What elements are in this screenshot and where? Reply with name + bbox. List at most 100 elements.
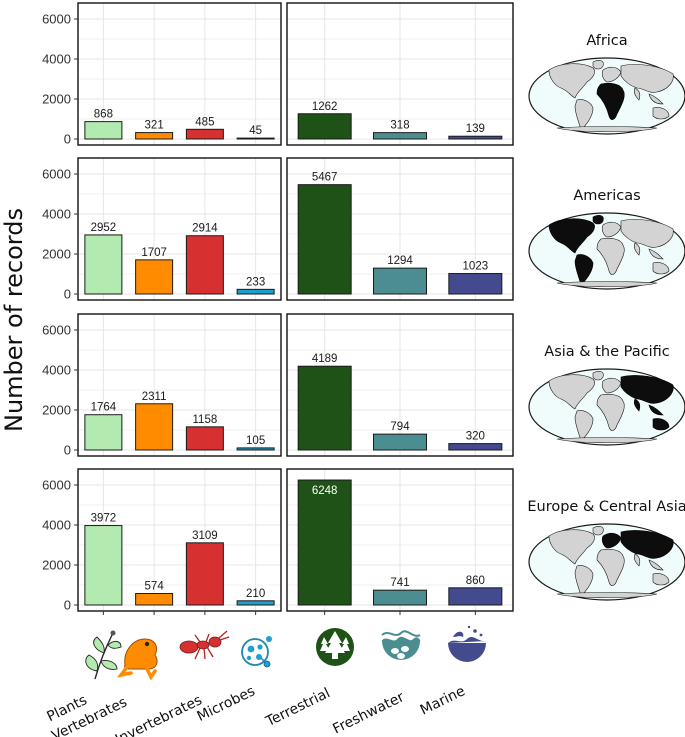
- region-row: 3972 574 3109 210 6248 741 860 0 2000 4000 6000: [42, 468, 514, 613]
- y-tick-label: 6000: [42, 167, 71, 182]
- bar: [236, 137, 275, 140]
- bar-value-label: 860: [466, 575, 485, 587]
- map-landmass: [620, 219, 674, 248]
- y-tick-label: 4000: [42, 207, 71, 222]
- bar-value-label: 2311: [142, 391, 167, 403]
- map-landmass: [574, 565, 594, 597]
- map-landmass: [556, 437, 658, 444]
- forest-icon: [316, 628, 354, 666]
- bar-value-label: 485: [195, 116, 214, 128]
- panel-border: [77, 313, 282, 457]
- map-landmass: [620, 64, 674, 93]
- region-maps: Africa Americas Asia & the Pacific Europe &…: [527, 33, 685, 601]
- map-landmass: [633, 87, 641, 101]
- bar: [297, 113, 352, 140]
- map-landmass: [596, 237, 625, 275]
- x-category-label: Marine: [418, 683, 468, 718]
- left-panel: 868 321 485 45: [77, 2, 282, 146]
- map-landmass: [652, 262, 670, 275]
- bar: [236, 447, 275, 451]
- bar-value-label: 4189: [312, 353, 338, 365]
- panel-border: [286, 313, 514, 457]
- bar: [373, 589, 427, 606]
- bar: [448, 273, 503, 295]
- y-tick-label: 2000: [42, 92, 71, 107]
- map-landmass: [592, 371, 604, 381]
- map-landmass: [574, 410, 594, 442]
- bar-value-label: 139: [466, 123, 485, 135]
- x-category-label: Microbes: [195, 683, 258, 725]
- bar: [373, 132, 427, 140]
- x-category-label: Invertebrates: [113, 692, 205, 737]
- y-tick-label: 6000: [42, 323, 71, 338]
- region-title: Americas: [573, 188, 640, 204]
- y-tick-label: 4000: [42, 52, 71, 67]
- bar: [84, 525, 123, 606]
- map-landmass: [648, 404, 664, 416]
- ant-icon: [179, 630, 230, 660]
- bar: [297, 184, 352, 295]
- bar-value-label: 741: [390, 577, 409, 589]
- y-tick-label: 0: [64, 287, 71, 302]
- bar-value-label: 868: [94, 109, 113, 121]
- world-map: [528, 212, 685, 290]
- map-landmass: [548, 529, 595, 565]
- bar-value-label: 794: [390, 421, 410, 433]
- map-landmass: [648, 559, 664, 571]
- bar-value-label: 210: [246, 588, 265, 600]
- bar-value-label: 1764: [91, 402, 117, 414]
- bar: [185, 426, 224, 451]
- bar: [185, 542, 224, 606]
- panel-border: [286, 157, 514, 301]
- world-map: [528, 368, 685, 446]
- map-landmass: [574, 254, 594, 286]
- y-tick-label: 4000: [42, 518, 71, 533]
- y-tick-label: 0: [64, 598, 71, 613]
- right-panel: 5467 1294 1023: [286, 157, 514, 301]
- right-panel: 6248 741 860: [286, 468, 514, 612]
- region-row: 1764 2311 1158 105 4189 794 320 0 2000 4000 6000: [42, 313, 514, 458]
- y-tick-label: 6000: [42, 12, 71, 27]
- map-landmass: [633, 242, 641, 256]
- bar: [185, 235, 224, 295]
- y-tick-label: 2000: [42, 403, 71, 418]
- map-landmass: [633, 398, 641, 412]
- map-landmass: [601, 221, 622, 238]
- bar: [135, 132, 174, 140]
- map-landmass: [652, 573, 670, 586]
- map-landmass: [652, 107, 670, 120]
- bar-value-label: 1262: [312, 101, 338, 113]
- y-tick-label: 6000: [42, 478, 71, 493]
- bar-value-label: 3972: [91, 513, 117, 525]
- y-tick-label: 4000: [42, 363, 71, 378]
- map-landmass: [592, 60, 604, 70]
- bar-value-label: 321: [145, 120, 164, 132]
- bar: [236, 288, 275, 295]
- bar: [448, 443, 503, 451]
- bar: [236, 600, 275, 606]
- map-landmass: [592, 215, 604, 225]
- bar-value-label: 1023: [463, 261, 489, 273]
- panel-border: [77, 2, 282, 146]
- right-panel: 1262 318 139: [286, 2, 514, 146]
- map-landmass: [601, 532, 622, 549]
- bar: [448, 587, 503, 606]
- left-panel: 3972 574 3109 210: [77, 468, 282, 612]
- bar: [448, 135, 503, 140]
- bar-value-label: 2952: [91, 222, 117, 234]
- map-landmass: [633, 553, 641, 567]
- bar-value-label: 318: [390, 120, 409, 132]
- bar: [185, 128, 224, 140]
- map-landmass: [601, 66, 622, 83]
- microbe-icon: [241, 636, 272, 668]
- y-tick-label: 2000: [42, 247, 71, 262]
- map-landmass: [620, 375, 674, 404]
- bar-value-label: 574: [145, 581, 165, 593]
- bar-value-label: 233: [246, 276, 265, 288]
- map-landmass: [620, 530, 674, 559]
- bar-value-label: 1707: [141, 247, 167, 259]
- map-landmass: [556, 126, 658, 133]
- map-landmass: [596, 548, 625, 586]
- frog-icon: [116, 638, 158, 681]
- x-category-label: Terrestrial: [263, 685, 333, 730]
